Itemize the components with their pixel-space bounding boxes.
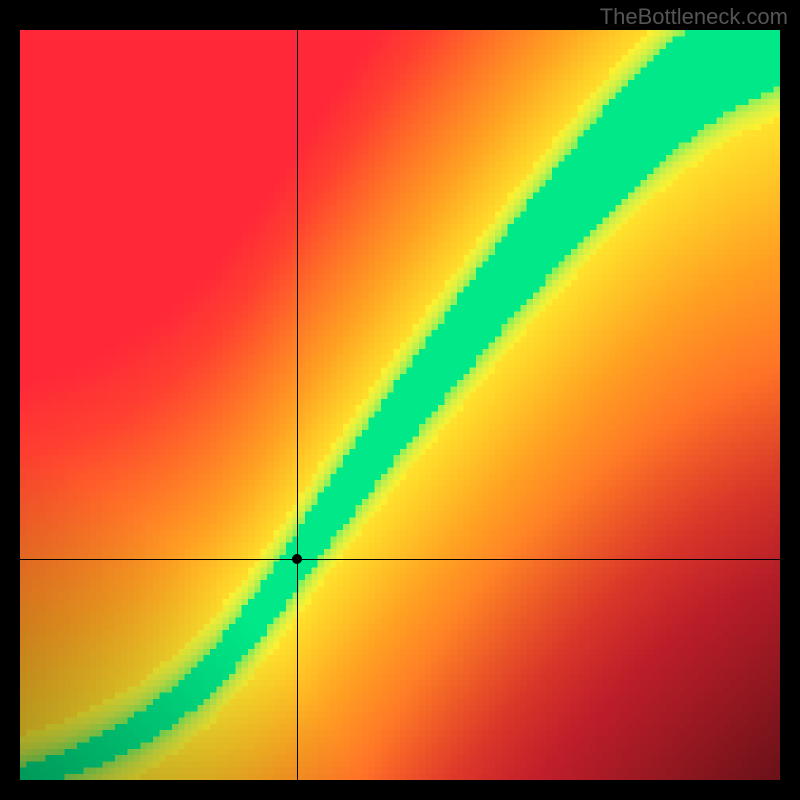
crosshair-marker	[292, 554, 302, 564]
crosshair-horizontal	[20, 559, 780, 560]
crosshair-vertical	[297, 30, 298, 780]
watermark-text: TheBottleneck.com	[600, 4, 788, 30]
heatmap-plot	[20, 30, 780, 780]
heatmap-canvas	[20, 30, 780, 780]
